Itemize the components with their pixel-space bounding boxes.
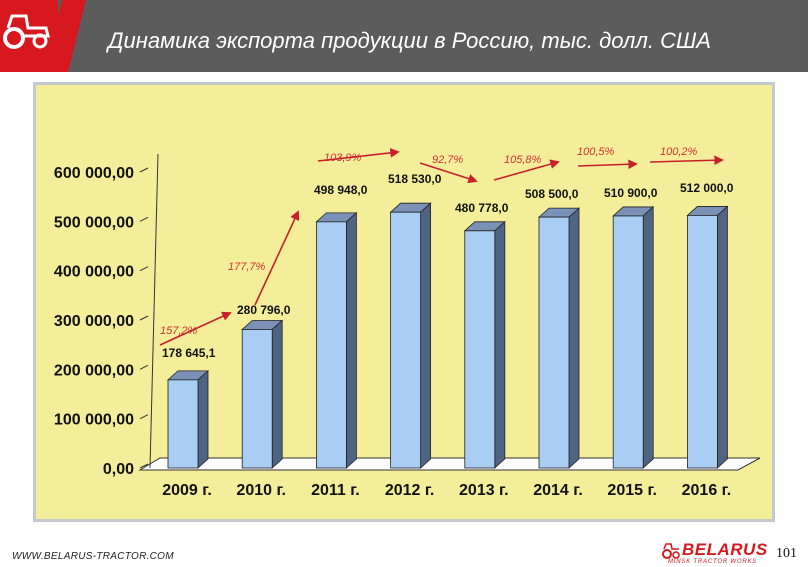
growth-label: 100,5% xyxy=(577,146,615,158)
x-tick-label: 2011 г. xyxy=(311,482,360,499)
y-tick-label: 400 000,00 xyxy=(54,264,134,281)
bar xyxy=(538,216,570,469)
data-label: 508 500,0 xyxy=(525,187,579,201)
y-axis-line xyxy=(149,153,159,469)
bar-side xyxy=(568,207,580,469)
x-tick-label: 2014 г. xyxy=(533,482,583,499)
header-bar: Динамика экспорта продукции в Россию, ты… xyxy=(0,0,808,72)
growth-arrow xyxy=(649,155,724,166)
bar xyxy=(687,215,718,469)
data-label: 510 900,0 xyxy=(604,186,658,200)
bar-side xyxy=(494,220,506,469)
bar-side xyxy=(717,205,728,469)
y-tick xyxy=(139,216,149,222)
bar-side xyxy=(420,202,432,469)
brand-name: BELARUS xyxy=(682,540,768,559)
y-tick xyxy=(139,463,149,469)
y-tick xyxy=(139,315,149,321)
y-tick-label: 100 000,00 xyxy=(54,412,134,429)
growth-arrow xyxy=(493,159,560,181)
bar xyxy=(315,221,347,469)
x-tick-label: 2012 г. xyxy=(385,482,435,499)
growth-arrow xyxy=(577,159,638,170)
growth-label: 92,7% xyxy=(432,154,463,166)
y-tick-label: 200 000,00 xyxy=(54,362,134,379)
growth-label: 100,2% xyxy=(660,146,698,158)
y-tick-label: 600 000,00 xyxy=(54,165,134,182)
data-label: 512 000,0 xyxy=(680,181,734,195)
data-label: 518 530,0 xyxy=(388,172,442,186)
x-tick-label: 2016 г. xyxy=(682,482,732,499)
growth-arrow xyxy=(159,311,232,346)
brand-subtitle: MINSK TRACTOR WORKS xyxy=(668,559,758,565)
footer-url[interactable]: WWW.BELARUS-TRACTOR.COM xyxy=(12,551,174,562)
data-label: 498 948,0 xyxy=(314,183,368,197)
chart-floor xyxy=(138,457,761,471)
bar xyxy=(241,329,273,469)
page-title: Динамика экспорта продукции в Россию, ты… xyxy=(108,28,711,53)
y-tick xyxy=(139,364,149,370)
growth-label: 105,8% xyxy=(504,154,542,166)
y-tick xyxy=(139,414,149,420)
data-label: 480 778,0 xyxy=(455,201,509,215)
y-tick xyxy=(139,266,149,272)
bar xyxy=(390,211,422,469)
growth-arrow xyxy=(254,210,300,306)
chart-axes: 0,00 100 000,00 200 000,00 300 000,00 400 00… xyxy=(54,153,761,478)
growth-arrows xyxy=(159,148,724,346)
bar xyxy=(167,379,199,469)
bar-side xyxy=(642,206,654,469)
growth-arrow xyxy=(317,148,400,162)
data-label: 178 645,1 xyxy=(162,346,216,360)
growth-arrow xyxy=(419,162,478,184)
x-tick-label: 2015 г. xyxy=(607,482,657,499)
growth-label: 177,7% xyxy=(228,261,266,273)
x-tick-label: 2010 г. xyxy=(236,482,286,499)
chart-bars xyxy=(166,202,729,469)
bar-side xyxy=(271,319,283,469)
growth-label: 157,2% xyxy=(160,325,198,337)
page-number: 101 xyxy=(776,546,797,561)
bar xyxy=(612,215,644,469)
bar xyxy=(464,230,496,469)
tractor-logo-icon xyxy=(662,543,680,559)
bar-side xyxy=(345,211,357,469)
y-tick-label: 0,00 xyxy=(103,461,134,478)
x-tick-label: 2013 г. xyxy=(459,482,509,499)
x-tick-label: 2009 г. xyxy=(162,482,212,499)
y-tick-label: 500 000,00 xyxy=(54,214,134,231)
brand-logo: BELARUS MINSK TRACTOR WORKS xyxy=(662,540,772,566)
data-label: 280 796,0 xyxy=(237,303,291,317)
bar-side xyxy=(197,369,209,469)
tractor-icon xyxy=(3,14,50,49)
y-tick xyxy=(139,167,149,173)
chart-labels: 2009 г. 2010 г. 2011 г. 2012 г. 2013 г. 2014 … xyxy=(160,146,734,499)
y-tick-label: 300 000,00 xyxy=(54,313,134,330)
